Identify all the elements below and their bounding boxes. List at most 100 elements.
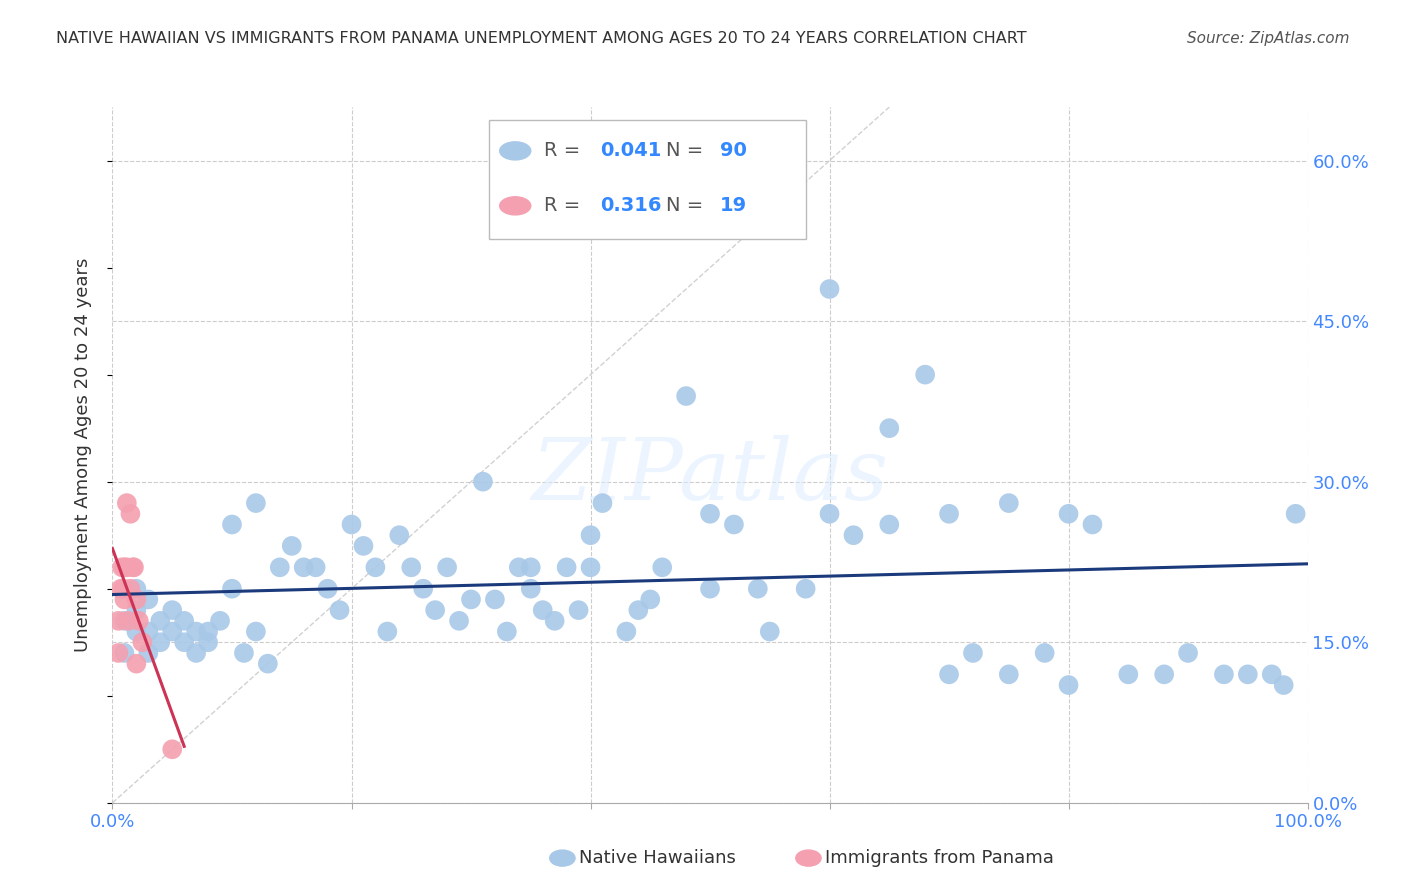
Point xyxy=(125,592,148,607)
FancyBboxPatch shape xyxy=(489,120,806,239)
Point xyxy=(115,560,138,574)
Point xyxy=(149,614,172,628)
Point xyxy=(747,582,769,596)
Point xyxy=(111,560,134,574)
Text: N =: N = xyxy=(666,196,709,215)
Point xyxy=(579,528,602,542)
Point xyxy=(281,539,304,553)
Point xyxy=(1057,507,1080,521)
Point xyxy=(436,560,458,574)
Point xyxy=(723,517,745,532)
Point xyxy=(114,646,135,660)
Point xyxy=(818,507,841,521)
Text: Immigrants from Panama: Immigrants from Panama xyxy=(825,849,1054,867)
Text: Source: ZipAtlas.com: Source: ZipAtlas.com xyxy=(1187,31,1350,46)
Point xyxy=(555,560,578,574)
Point xyxy=(879,517,901,532)
Point xyxy=(412,582,434,596)
Point xyxy=(117,614,139,628)
Point xyxy=(520,560,543,574)
Point xyxy=(173,635,195,649)
Point xyxy=(269,560,291,574)
Point xyxy=(120,582,142,596)
Circle shape xyxy=(499,197,531,215)
Point xyxy=(938,667,960,681)
Point xyxy=(292,560,315,574)
Point xyxy=(186,624,208,639)
Point xyxy=(1057,678,1080,692)
Point xyxy=(107,646,129,660)
Point xyxy=(107,614,129,628)
Point xyxy=(305,560,328,574)
Point xyxy=(197,635,219,649)
Text: 19: 19 xyxy=(720,196,747,215)
Point xyxy=(329,603,352,617)
Text: ZIPatlas: ZIPatlas xyxy=(531,434,889,517)
Point xyxy=(699,507,721,521)
Point xyxy=(110,582,132,596)
Point xyxy=(770,175,793,189)
Point xyxy=(149,635,172,649)
Point xyxy=(364,560,387,574)
Point xyxy=(592,496,614,510)
Point xyxy=(938,507,960,521)
Point xyxy=(173,614,195,628)
Point xyxy=(316,582,339,596)
Point xyxy=(531,603,554,617)
Point xyxy=(245,496,267,510)
Y-axis label: Unemployment Among Ages 20 to 24 years: Unemployment Among Ages 20 to 24 years xyxy=(73,258,91,652)
Point xyxy=(998,667,1021,681)
Text: 0.041: 0.041 xyxy=(600,141,661,161)
Point xyxy=(1272,678,1295,692)
Point xyxy=(209,614,232,628)
Point xyxy=(128,614,150,628)
Point xyxy=(914,368,936,382)
Text: 0.316: 0.316 xyxy=(600,196,662,215)
Point xyxy=(640,592,662,607)
Point xyxy=(1261,667,1284,681)
Text: Native Hawaiians: Native Hawaiians xyxy=(579,849,737,867)
Point xyxy=(131,635,153,649)
Point xyxy=(460,592,482,607)
Point xyxy=(1177,646,1199,660)
Point xyxy=(138,624,160,639)
Point xyxy=(388,528,411,542)
Point xyxy=(233,646,256,660)
Text: R =: R = xyxy=(544,141,586,161)
Point xyxy=(125,624,148,639)
Point xyxy=(627,603,650,617)
Point xyxy=(162,603,183,617)
Point xyxy=(675,389,697,403)
Point xyxy=(543,614,565,628)
Point xyxy=(245,624,267,639)
Point xyxy=(257,657,280,671)
Point xyxy=(112,582,135,596)
Point xyxy=(114,560,135,574)
Point xyxy=(759,624,782,639)
Point xyxy=(1237,667,1260,681)
Point xyxy=(651,560,673,574)
Point xyxy=(221,517,243,532)
Point xyxy=(879,421,901,435)
Point xyxy=(125,603,148,617)
Point xyxy=(121,560,143,574)
Point xyxy=(962,646,984,660)
Point xyxy=(125,657,148,671)
Point xyxy=(221,582,243,596)
Point xyxy=(998,496,1021,510)
Point xyxy=(699,582,721,596)
Point xyxy=(114,592,135,607)
Point xyxy=(186,646,208,660)
Point xyxy=(484,592,506,607)
Point xyxy=(138,646,160,660)
Point xyxy=(568,603,591,617)
Point xyxy=(125,582,148,596)
Point xyxy=(1081,517,1104,532)
Point xyxy=(120,507,142,521)
Point xyxy=(1285,507,1308,521)
Point xyxy=(340,517,363,532)
Point xyxy=(425,603,447,617)
Point xyxy=(162,742,183,756)
Text: NATIVE HAWAIIAN VS IMMIGRANTS FROM PANAMA UNEMPLOYMENT AMONG AGES 20 TO 24 YEARS: NATIVE HAWAIIAN VS IMMIGRANTS FROM PANAM… xyxy=(56,31,1026,46)
Point xyxy=(352,539,374,553)
